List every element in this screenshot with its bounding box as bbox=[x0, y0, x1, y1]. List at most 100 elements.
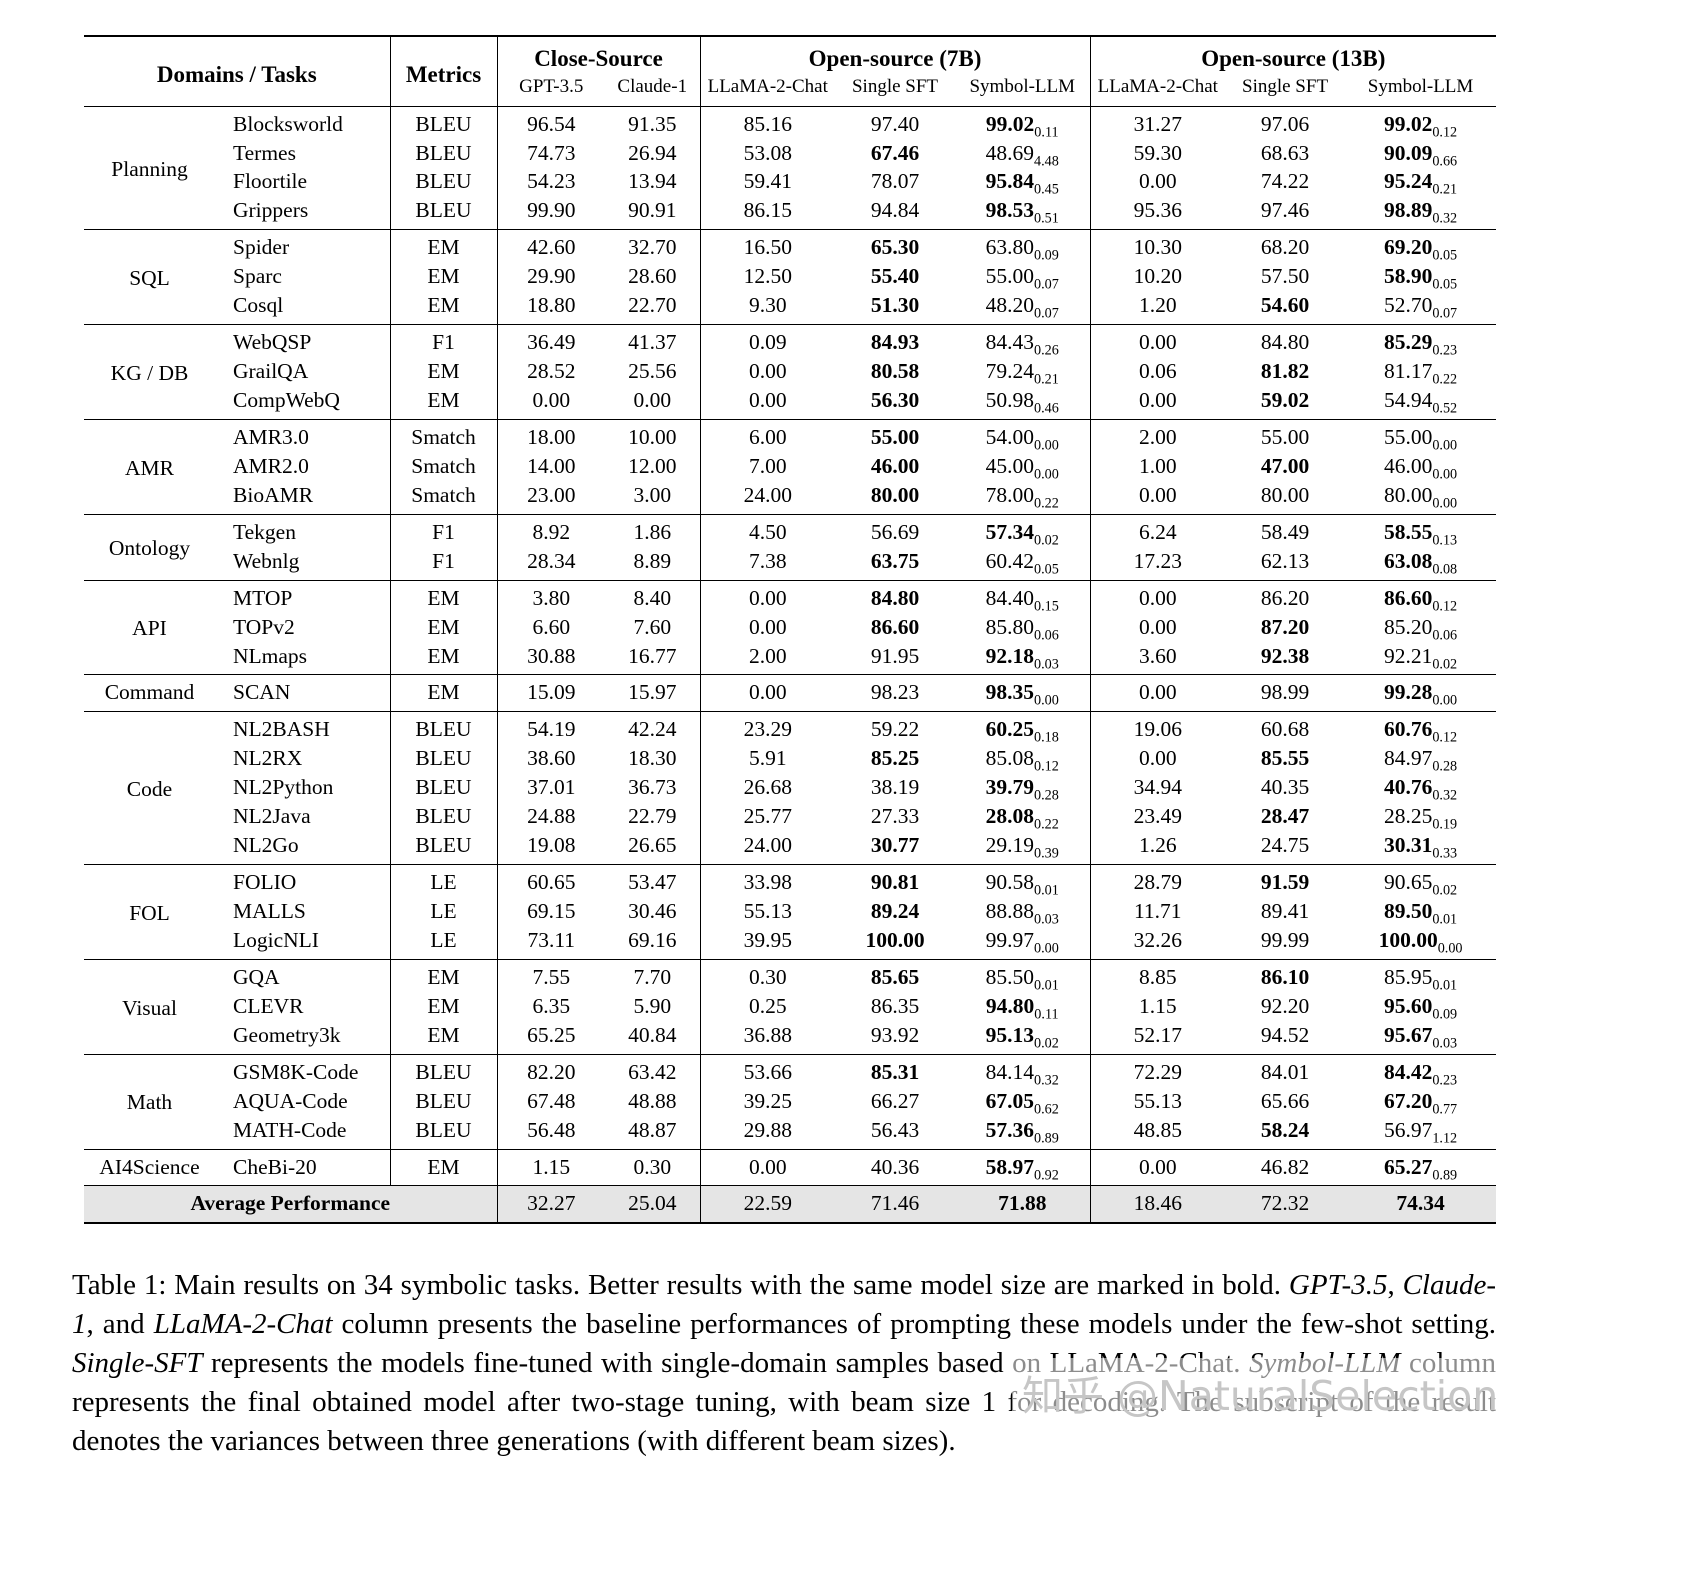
cell-claude-1: 26.94 bbox=[605, 139, 700, 168]
cell-llama-2-chat-7b: 0.25 bbox=[699, 992, 835, 1022]
variance-subscript: 0.32 bbox=[1034, 1072, 1059, 1088]
cell-symbol-llm-7b: 39.790.28 bbox=[955, 774, 1090, 803]
value: 58.49 bbox=[1260, 519, 1310, 544]
caption-model-name: Single-SFT bbox=[72, 1347, 203, 1380]
cell-single-sft-7b: 67.46 bbox=[835, 139, 955, 168]
cell-gpt-3.5: 99.90 bbox=[496, 196, 605, 230]
domain-label: SQL bbox=[84, 229, 215, 325]
variance-subscript: 0.19 bbox=[1432, 816, 1458, 833]
domain-label: Planning bbox=[84, 105, 215, 230]
value: 99.02 bbox=[985, 111, 1035, 136]
cell-single-sft-7b: 86.35 bbox=[835, 992, 955, 1021]
metric-label: BLEU bbox=[389, 744, 497, 774]
table-row: Command SCAN EM 15.09 15.97 0.00 98.23 98.350.0… bbox=[84, 674, 1497, 712]
value: 0.00 bbox=[748, 388, 787, 413]
value: 48.20 bbox=[985, 293, 1035, 318]
value: 56.43 bbox=[870, 1117, 920, 1142]
cell-claude-1: 48.87 bbox=[605, 1116, 700, 1149]
paper-page: Domains / Tasks Metrics Close-Source Open-s… bbox=[72, 35, 1497, 1461]
cell-symbol-llm-7b: 60.250.18 bbox=[955, 711, 1091, 746]
cell-single-sft-7b: 84.80 bbox=[835, 579, 955, 614]
metric-label: EM bbox=[389, 992, 497, 1022]
cell-gpt-3.5: 18.80 bbox=[496, 291, 605, 325]
value: 23.29 bbox=[743, 717, 792, 742]
cell-symbol-llm-7b: 99.970.00 bbox=[955, 926, 1090, 959]
cell-symbol-llm-7b: 98.350.00 bbox=[955, 674, 1091, 712]
value: 95.67 bbox=[1383, 1022, 1433, 1047]
task-label: Cosql bbox=[233, 293, 284, 318]
value: 24.00 bbox=[743, 833, 792, 858]
cell-single-sft-13b: 89.41 bbox=[1225, 898, 1345, 927]
table-row: MATH-Code BLEU 56.48 48.87 29.88 56.43 57.360.… bbox=[84, 1116, 1496, 1150]
header-model: Single SFT bbox=[1225, 74, 1346, 107]
value: 37.01 bbox=[527, 775, 576, 800]
value: 0.00 bbox=[748, 585, 787, 610]
value: 97.46 bbox=[1260, 198, 1310, 223]
value: 28.79 bbox=[1133, 870, 1182, 895]
value: 36.49 bbox=[527, 330, 576, 355]
cell-llama-2-chat-13b: 0.00 bbox=[1089, 1148, 1226, 1186]
variance-subscript: 0.92 bbox=[1034, 1166, 1059, 1183]
value: 85.08 bbox=[985, 746, 1035, 771]
cell-symbol-llm-13b: 90.650.02 bbox=[1345, 864, 1497, 898]
variance-subscript: 0.18 bbox=[1034, 729, 1059, 746]
value: 91.35 bbox=[628, 111, 677, 136]
value: 3.00 bbox=[633, 482, 672, 507]
cell-single-sft-7b: 94.84 bbox=[835, 197, 955, 230]
value: 92.38 bbox=[1260, 643, 1310, 668]
cell-claude-1: 5.90 bbox=[605, 992, 700, 1021]
value: 41.37 bbox=[628, 330, 677, 355]
value: 24.88 bbox=[527, 804, 576, 829]
value: 26.68 bbox=[743, 775, 792, 800]
value: 95.24 bbox=[1383, 169, 1433, 194]
variance-subscript: 0.02 bbox=[1034, 1035, 1059, 1052]
metric-label: EM bbox=[389, 1148, 497, 1186]
value: 85.20 bbox=[1383, 614, 1433, 639]
value: 100.00 bbox=[865, 927, 925, 952]
cell-single-sft-13b: 74.22 bbox=[1225, 168, 1345, 197]
value: 80.00 bbox=[1260, 482, 1310, 507]
cell-single-sft-7b: 30.77 bbox=[835, 832, 955, 865]
caption-model-name: Claude-1 bbox=[72, 1269, 1497, 1341]
value: 3.80 bbox=[532, 585, 571, 610]
cell-llama-2-chat-13b: 34.94 bbox=[1089, 773, 1226, 803]
cell-symbol-llm-7b: 84.430.26 bbox=[955, 324, 1091, 358]
value: 92.21 bbox=[1383, 643, 1433, 668]
value: 88.88 bbox=[985, 899, 1035, 924]
cell-llama-2-chat-13b: 31.27 bbox=[1089, 105, 1226, 140]
cell-gpt-3.5: 24.88 bbox=[496, 802, 605, 832]
task-label: MATH-Code bbox=[233, 1117, 347, 1142]
value: 33.98 bbox=[743, 870, 792, 895]
cell-llama-2-chat-13b: 0.06 bbox=[1089, 357, 1226, 387]
variance-subscript: 0.22 bbox=[1034, 495, 1059, 512]
value: 0.00 bbox=[532, 388, 571, 413]
metric-label: F1 bbox=[389, 513, 497, 548]
value: 23.49 bbox=[1133, 804, 1182, 829]
variance-subscript: 0.21 bbox=[1432, 181, 1458, 198]
cell-single-sft-7b: 40.36 bbox=[835, 1148, 955, 1186]
value: 0.00 bbox=[1138, 746, 1177, 771]
table-row: MALLS LE 69.15 30.46 55.13 89.24 88.880.03 11.7… bbox=[84, 897, 1496, 927]
cell-symbol-llm-13b: 40.760.32 bbox=[1345, 774, 1496, 803]
task-label: Spider bbox=[215, 229, 390, 263]
cell-symbol-llm-7b: 94.800.11 bbox=[955, 992, 1090, 1021]
value: 86.15 bbox=[743, 198, 792, 223]
value: 68.63 bbox=[1260, 140, 1310, 165]
cell-symbol-llm-13b: 85.950.01 bbox=[1345, 958, 1497, 993]
cell-gpt-3.5: 82.20 bbox=[496, 1053, 605, 1088]
value: 57.50 bbox=[1260, 264, 1310, 289]
cell-gpt-3.5: 36.49 bbox=[496, 324, 605, 358]
cell-gpt-3.5: 8.92 bbox=[496, 513, 605, 548]
value: 53.47 bbox=[628, 870, 677, 895]
cell-single-sft-7b: 38.19 bbox=[835, 774, 955, 803]
cell-llama-2-chat-7b: 33.98 bbox=[699, 864, 835, 898]
cell-symbol-llm-7b: 48.694.48 bbox=[955, 139, 1090, 168]
cell-single-sft-13b: 84.01 bbox=[1225, 1053, 1346, 1088]
value: 86.60 bbox=[870, 614, 920, 639]
value: 55.40 bbox=[870, 264, 920, 289]
cell-llama-2-chat-7b: 55.13 bbox=[699, 897, 835, 927]
cell-claude-1: 12.00 bbox=[605, 452, 700, 481]
cell-claude-1: 10.00 bbox=[605, 418, 700, 453]
variance-subscript: 0.00 bbox=[1034, 437, 1059, 454]
value: 63.80 bbox=[985, 235, 1035, 260]
